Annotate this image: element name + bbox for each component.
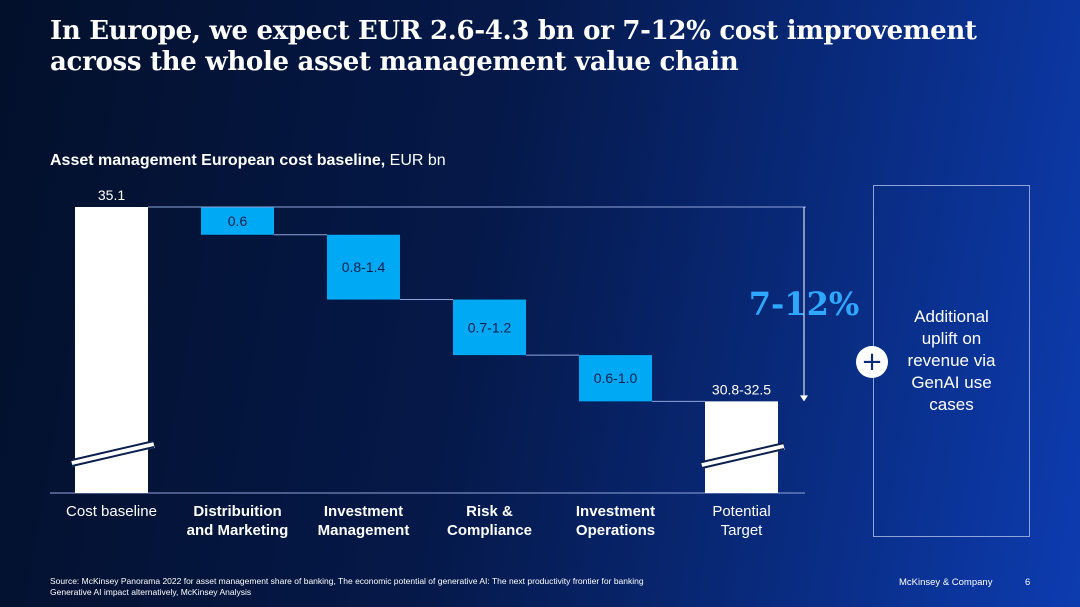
- data-label-potential-target: 30.8-32.5: [712, 381, 771, 397]
- bar-step: [327, 234, 400, 300]
- category-label: Target: [721, 522, 764, 539]
- data-label-step: 0.7-1.2: [468, 319, 512, 335]
- bracket-arrowhead: [800, 395, 808, 402]
- category-label: Management: [318, 522, 410, 539]
- footer-source-line1: Source: McKinsey Panorama 2022 for asset…: [50, 576, 644, 586]
- category-label: Cost baseline: [66, 503, 157, 520]
- axis-break-gap: [701, 444, 785, 469]
- data-label-step: 0.6: [228, 213, 248, 229]
- bar-step: [453, 299, 526, 356]
- category-label: Risk &: [466, 503, 513, 520]
- axis-break-mark: [71, 440, 155, 461]
- category-label: Operations: [576, 522, 655, 539]
- footer-source-line2: Generative AI impact alternatively, McKi…: [50, 587, 252, 597]
- category-label: Investment: [324, 503, 403, 520]
- axis-break-mark: [701, 442, 785, 463]
- category-label: Investment: [576, 503, 655, 520]
- category-label: Potential: [712, 503, 770, 520]
- category-label: and Marketing: [187, 522, 289, 539]
- page-number: 6: [1025, 577, 1031, 588]
- footer-source: Source: McKinsey Panorama 2022 for asset…: [50, 576, 750, 598]
- chart-subtitle: Asset management European cost baseline,…: [50, 152, 446, 170]
- footer-brand: McKinsey & Company: [899, 577, 993, 588]
- chart-subtitle-unit: EUR bn: [389, 152, 446, 169]
- additional-uplift-text: Additional uplift on revenue via GenAI u…: [907, 307, 996, 414]
- category-label: Compliance: [447, 522, 532, 539]
- data-label-step: 0.6-1.0: [594, 370, 638, 386]
- plus-icon: +: [856, 346, 888, 378]
- axis-break-gap: [71, 442, 155, 467]
- additional-uplift-box: Additional uplift on revenue via GenAI u…: [873, 185, 1030, 537]
- axis-break-mark: [71, 446, 155, 467]
- data-label-step: 0.8-1.4: [342, 259, 386, 275]
- axis-break-mark: [701, 448, 785, 469]
- bar-step: [201, 207, 274, 235]
- category-label: Distribuition: [193, 503, 281, 520]
- data-label-cost-baseline: 35.1: [98, 187, 125, 203]
- bar-step: [579, 355, 652, 402]
- reduction-annotation: 7-12%: [749, 285, 859, 323]
- page-title: In Europe, we expect EUR 2.6-4.3 bn or 7…: [50, 16, 977, 77]
- waterfall-chart: 35.1 0.6 0.8-1.4 0.7-1.2 0.6-1.0 30.8-32.5 7-1…: [50, 187, 860, 539]
- chart-subtitle-bold: Asset management European cost baseline,: [50, 152, 386, 169]
